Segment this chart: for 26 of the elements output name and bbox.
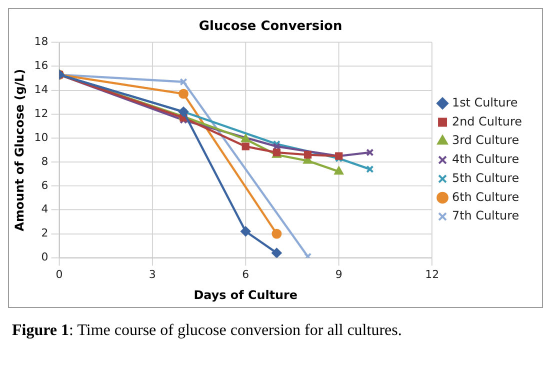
legend-label: 6th Culture <box>452 190 520 204</box>
legend-label: 3rd Culture <box>452 133 520 148</box>
x-axis-title: Days of Culture <box>194 288 298 302</box>
y-tick-label: 0 <box>41 250 48 264</box>
y-axis-title: Amount of Glucose (g/L) <box>12 68 26 232</box>
y-tick-label: 4 <box>41 202 48 216</box>
y-tick-label: 14 <box>34 83 48 96</box>
legend-label: 4th Culture <box>452 152 520 166</box>
legend-label: 2nd Culture <box>452 114 522 128</box>
legend-label: 5th Culture <box>452 170 520 185</box>
y-tick-label: 16 <box>34 59 48 72</box>
x-tick-label: 9 <box>335 268 342 282</box>
y-tick-label: 12 <box>34 107 48 120</box>
legend-label: 1st Culture <box>452 95 518 110</box>
legend-label: 7th Culture <box>452 208 520 223</box>
x-tick-label: 3 <box>148 268 156 282</box>
y-tick-label: 18 <box>34 35 48 48</box>
y-tick-label: 6 <box>41 178 48 192</box>
y-tick-label: 8 <box>41 154 48 168</box>
x-tick-label: 12 <box>425 268 440 282</box>
y-tick-label: 10 <box>34 130 48 144</box>
caption: Figure 1: Time course of glucose conversion for all cultures. <box>12 322 402 339</box>
chart-title: Glucose Conversion <box>198 19 342 34</box>
x-tick-label: 0 <box>56 268 63 282</box>
y-tick-label: 2 <box>41 226 48 240</box>
x-tick-label: 6 <box>242 268 250 282</box>
